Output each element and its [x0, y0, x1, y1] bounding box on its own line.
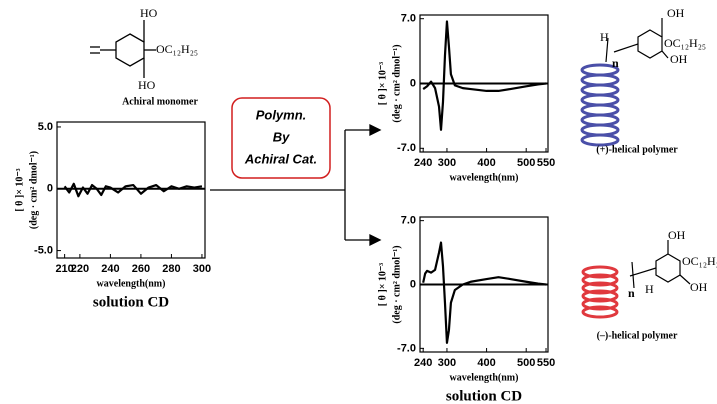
x-tick-label: 400 [477, 357, 495, 369]
y-tick-label: -5.0 [34, 244, 53, 256]
arrows [210, 123, 382, 247]
y-axis-label: (deg · cm² dmol⁻¹) [28, 151, 39, 229]
catalyst-line: By [273, 129, 290, 144]
y-tick-label: 5.0 [38, 121, 53, 133]
plus-alkoxy: OC₁₂H₂₅ [664, 36, 706, 50]
cd-curve [422, 20, 547, 131]
x-tick-label: 240 [414, 357, 432, 369]
y-tick-label: -7.0 [397, 342, 416, 354]
subtitle: solution CD [93, 294, 169, 310]
y-tick-label: 7.0 [401, 13, 416, 25]
y-axis-label: (deg · cm² dmol⁻¹) [391, 44, 402, 122]
x-tick-label: 550 [537, 357, 555, 369]
x-tick-label: 240 [414, 157, 432, 169]
x-tick-label: 280 [162, 263, 180, 275]
plot-frame [56, 121, 206, 259]
catalyst-line: Polymn. [256, 107, 307, 122]
minus-structure [629, 240, 691, 289]
x-axis-label: wavelength(nm) [450, 172, 519, 183]
x-axis-label: wavelength(nm) [97, 278, 166, 289]
y-axis-label: (deg · cm² dmol⁻¹) [391, 245, 402, 323]
plus-structure [605, 18, 669, 63]
y-axis-label: [ θ ]× 10⁻³ [377, 263, 388, 306]
x-tick-label: 300 [193, 263, 211, 275]
minus-n: n [628, 286, 635, 300]
monomer-structure [90, 20, 156, 78]
plus-oh-top: OH [667, 6, 685, 20]
cd-curve [63, 182, 203, 198]
x-tick-label: 500 [517, 157, 535, 169]
subtitle: solution CD [446, 388, 522, 404]
x-tick-label: 240 [101, 263, 119, 275]
x-tick-label: 260 [132, 263, 150, 275]
x-tick-label: 300 [438, 357, 456, 369]
x-tick-label: 300 [438, 157, 456, 169]
plus-label: (+)-helical polymer [596, 144, 678, 155]
minus-label: (–)-helical polymer [597, 330, 678, 341]
monomer-label: Achiral monomer [122, 96, 198, 107]
minus-h: H [645, 282, 654, 296]
x-tick-label: 550 [537, 157, 555, 169]
catalyst-box [231, 97, 331, 179]
monomer-alkoxy: OC₁₂H₂₅ [156, 42, 198, 56]
catalyst-line: Achiral Cat. [244, 151, 317, 166]
minus-oh-top: OH [668, 228, 686, 242]
y-axis-label: [ θ ]× 10⁻³ [377, 62, 388, 105]
monomer-oh-bottom: HO [138, 78, 156, 92]
minus-oh-bottom: OH [690, 280, 708, 294]
y-tick-label: -7.0 [397, 142, 416, 154]
monomer-oh-top: HO [140, 6, 158, 20]
blue-helix [580, 63, 620, 147]
plus-oh-bottom: OH [670, 52, 688, 66]
y-tick-label: 0 [47, 183, 53, 195]
x-tick-label: 220 [71, 263, 89, 275]
y-tick-label: 7.0 [401, 215, 416, 227]
red-helix [581, 265, 619, 319]
plus-h: H [600, 30, 609, 44]
x-axis-label: wavelength(nm) [450, 372, 519, 383]
y-axis-label: [ θ ]× 10⁻³ [14, 168, 25, 211]
x-tick-label: 400 [477, 157, 495, 169]
x-tick-label: 210 [55, 263, 73, 275]
y-tick-label: 0 [410, 77, 416, 89]
plus-n: n [612, 56, 619, 70]
minus-alkoxy: OC₁₂H₂₅ [682, 254, 717, 268]
y-tick-label: 0 [410, 278, 416, 290]
x-tick-label: 500 [517, 357, 535, 369]
cd-curve [422, 241, 547, 344]
